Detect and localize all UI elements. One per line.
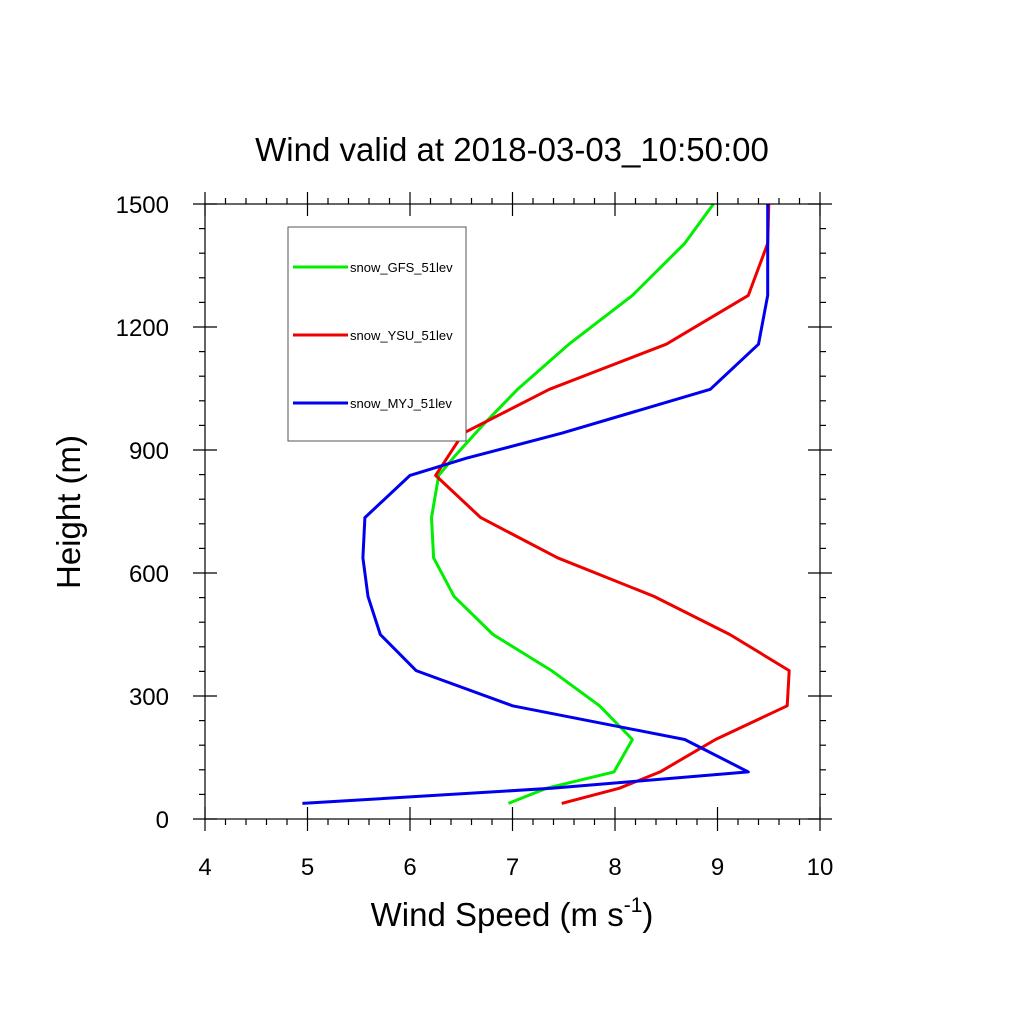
y-tick-label: 600 [129, 561, 169, 588]
y-tick-label: 900 [129, 438, 169, 465]
legend-label: snow_YSU_51lev [350, 328, 453, 343]
series-lines [302, 203, 791, 805]
x-tick-label: 4 [198, 854, 211, 881]
y-tick-label: 0 [156, 807, 169, 834]
x-tick-label: 8 [608, 854, 621, 881]
chart-title: Wind valid at 2018-03-03_10:50:00 [255, 131, 769, 168]
series-line-snow_MYJ_51lev [302, 204, 770, 805]
x-tick-label: 9 [711, 854, 724, 881]
tick-labels: 4 5 6 7 8 9 10 0 300 600 900 1200 1500 [116, 192, 834, 881]
y-tick-label: 300 [129, 684, 169, 711]
y-tick-label: 1200 [116, 315, 169, 342]
y-axis-label: Height (m) [50, 435, 87, 589]
x-axis-label: Wind Speed (m s-1) [371, 894, 654, 933]
plot-frame [204, 203, 821, 820]
x-tick-label: 5 [301, 854, 314, 881]
legend-label: snow_MYJ_51lev [350, 396, 452, 411]
x-axis-label-exponent: -1 [624, 894, 643, 917]
y-tick-label: 1500 [116, 192, 169, 219]
x-tick-label: 6 [403, 854, 416, 881]
legend-label: snow_GFS_51lev [350, 260, 453, 275]
x-axis-label-close: ) [642, 896, 653, 933]
legend: snow_GFS_51lev snow_YSU_51lev snow_MYJ_51l… [287, 226, 467, 442]
x-tick-label: 7 [506, 854, 519, 881]
x-tick-label: 10 [807, 854, 834, 881]
x-axis-label-main: Wind Speed (m s [371, 896, 624, 933]
series-line-snow_YSU_51lev [434, 203, 791, 805]
series-line-snow_GFS_51lev [430, 203, 715, 805]
